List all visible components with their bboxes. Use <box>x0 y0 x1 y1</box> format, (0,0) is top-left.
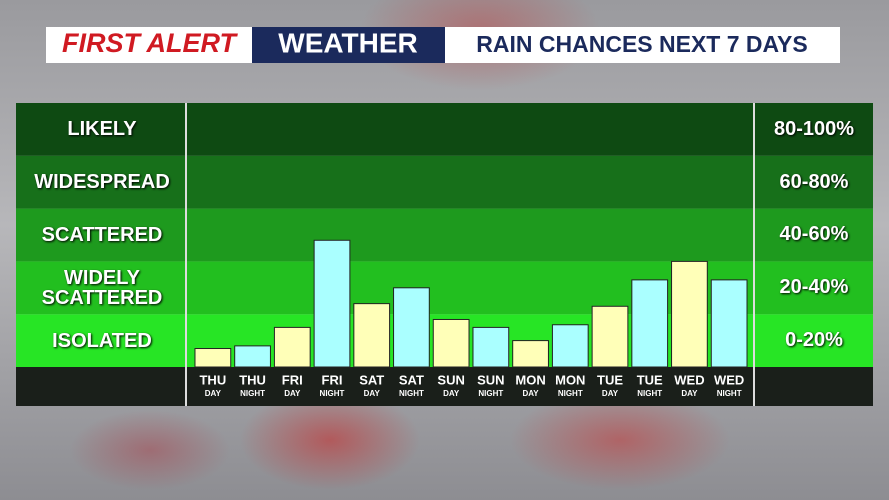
x-tick-sublabel: NIGHT <box>558 389 583 398</box>
brand-first-alert: FIRST ALERT <box>62 28 239 58</box>
band-range: 0-20% <box>785 329 843 352</box>
bar <box>591 305 629 368</box>
x-tick-label: FRI <box>322 372 343 387</box>
x-tick-label: MON <box>515 372 545 387</box>
x-tick-sublabel: NIGHT <box>320 389 345 398</box>
x-tick-label: WED <box>714 372 744 387</box>
band-range: 60-80% <box>779 170 849 193</box>
band <box>16 155 873 209</box>
x-tick-sublabel: DAY <box>522 389 539 398</box>
band-label: SCATTERED <box>41 223 163 246</box>
band-label: ISOLATED <box>52 329 152 352</box>
bar <box>234 345 271 368</box>
x-tick-sublabel: DAY <box>602 389 619 398</box>
x-tick-sublabel: DAY <box>443 389 460 398</box>
bar <box>512 340 549 368</box>
x-tick-sublabel: DAY <box>681 389 698 398</box>
header-dark <box>252 27 445 63</box>
x-tick-label: SUN <box>437 372 464 387</box>
x-tick-sublabel: NIGHT <box>399 389 424 398</box>
brand-weather: WEATHER <box>278 27 417 58</box>
x-tick-sublabel: DAY <box>205 389 222 398</box>
band-label: WIDELY SCATTERED <box>41 266 163 309</box>
band <box>16 208 873 262</box>
bar <box>710 279 748 368</box>
band-label: LIKELY <box>67 118 137 141</box>
band-range: 80-100% <box>773 117 855 140</box>
bar <box>194 348 232 368</box>
x-tick-sublabel: NIGHT <box>717 389 742 398</box>
footer-strip <box>16 367 873 406</box>
x-tick-label: TUE <box>637 372 663 387</box>
x-tick-label: FRI <box>282 372 303 387</box>
x-tick-sublabel: DAY <box>364 389 381 398</box>
bar <box>393 287 430 368</box>
x-tick-label: MON <box>555 372 585 387</box>
chart-title: RAIN CHANCES NEXT 7 DAYS <box>476 31 807 57</box>
x-tick-label: SUN <box>477 372 504 387</box>
x-tick-sublabel: NIGHT <box>240 389 265 398</box>
bar <box>631 279 669 368</box>
bar <box>432 318 470 368</box>
x-tick-label: WED <box>674 372 704 387</box>
band-range: 20-40% <box>779 276 849 299</box>
bar <box>273 326 311 368</box>
bar <box>551 324 589 368</box>
band <box>16 103 873 156</box>
x-tick-label: TUE <box>597 372 623 387</box>
x-tick-label: THU <box>199 372 226 387</box>
x-tick-label: THU <box>239 372 266 387</box>
band-label: WIDESPREAD <box>34 171 170 194</box>
x-tick-sublabel: DAY <box>284 389 301 398</box>
bar <box>472 326 510 368</box>
bar <box>671 260 708 368</box>
x-tick-sublabel: NIGHT <box>478 389 503 398</box>
band-range: 40-60% <box>779 223 849 246</box>
x-tick-label: SAT <box>399 372 424 387</box>
bar <box>353 303 391 368</box>
x-tick-sublabel: NIGHT <box>637 389 662 398</box>
bar <box>313 239 351 368</box>
x-tick-label: SAT <box>359 372 384 387</box>
